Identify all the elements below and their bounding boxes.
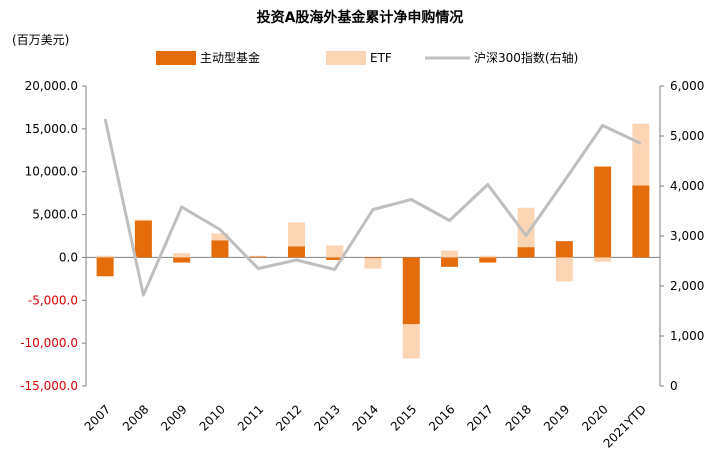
- bar-etf: [479, 255, 497, 258]
- x-tick-label: 2012: [273, 402, 304, 433]
- y2-tick-label: 6,000: [670, 79, 704, 93]
- bar-etf: [402, 324, 420, 359]
- y2-tick-label: 1,000: [670, 329, 704, 343]
- line-csi300: [103, 118, 642, 297]
- x-tick-label: 2011: [235, 402, 266, 433]
- y-tick-label: 20,000.0: [25, 79, 78, 93]
- bar-active-fund: [402, 257, 420, 325]
- legend: 主动型基金 ETF 沪深300指数(右轴): [156, 50, 578, 65]
- x-tick-label: 2010: [197, 402, 228, 433]
- bar-etf: [326, 245, 344, 258]
- y-tick-label: -15,000.0: [20, 379, 78, 393]
- legend-label-active-fund: 主动型基金: [200, 50, 260, 65]
- bar-active-fund: [134, 220, 152, 258]
- bar-active-fund: [632, 185, 650, 258]
- bar-etf: [96, 255, 114, 258]
- bar-etf: [517, 207, 535, 248]
- bar-active-fund: [555, 241, 573, 258]
- bar-active-fund: [173, 257, 191, 263]
- x-tick-label: 2015: [388, 402, 419, 433]
- bar-etf: [632, 123, 650, 186]
- bar-active-fund: [364, 257, 382, 259]
- y-tick-label: -10,000.0: [20, 336, 78, 350]
- bar-active-fund: [326, 257, 344, 260]
- x-tick-label: 2016: [426, 402, 457, 433]
- bar-etf: [441, 250, 459, 258]
- x-tick-label: 2017: [464, 402, 495, 433]
- line-series: [103, 118, 642, 297]
- y-tick-label: 0.0: [59, 250, 78, 264]
- y-tick-label: 10,000.0: [25, 165, 78, 179]
- legend-label-csi300: 沪深300指数(右轴): [474, 50, 578, 65]
- bar-active-fund: [441, 257, 459, 267]
- bar-active-fund: [211, 240, 229, 258]
- x-tick-label: 2007: [82, 402, 113, 433]
- bar-etf: [249, 255, 267, 257]
- bar-etf: [134, 219, 152, 221]
- x-tick-label: 2014: [350, 402, 381, 433]
- x-tick-label: 2009: [158, 402, 189, 433]
- y-tick-label: 15,000.0: [25, 122, 78, 136]
- y2-tick-label: 4,000: [670, 179, 704, 193]
- y2-tick-label: 5,000: [670, 129, 704, 143]
- bar-etf: [173, 253, 191, 258]
- bar-active-fund: [96, 257, 114, 277]
- legend-swatch-active-fund: [156, 51, 196, 65]
- tick-labels: 20,000.0 15,000.0 10,000.0 5,000.0 0.0 -5,000…: [20, 79, 704, 451]
- bar-etf: [211, 233, 229, 241]
- bar-etf: [555, 257, 573, 282]
- y2-tick-label: 0: [670, 379, 678, 393]
- bar-etf: [364, 258, 382, 269]
- bar-active-fund: [594, 166, 612, 258]
- x-tick-label: 2020: [579, 402, 610, 433]
- y-axis-unit: (百万美元): [12, 33, 69, 47]
- y-tick-label: -5,000.0: [28, 293, 78, 307]
- x-tick-label: 2019: [541, 402, 572, 433]
- legend-swatch-etf: [326, 51, 366, 65]
- chart-title: 投资A股海外基金累计净申购情况: [257, 9, 464, 26]
- bar-etf: [287, 222, 305, 247]
- bars: [96, 123, 650, 359]
- bar-active-fund: [287, 246, 305, 258]
- x-tick-label: 2008: [120, 402, 151, 433]
- x-tick-label: 2013: [311, 402, 342, 433]
- bar-active-fund: [249, 256, 267, 258]
- y2-tick-label: 2,000: [670, 279, 704, 293]
- bar-active-fund: [517, 247, 535, 258]
- y2-tick-label: 3,000: [670, 229, 704, 243]
- legend-label-etf: ETF: [370, 51, 392, 65]
- y-tick-label: 5,000.0: [32, 208, 78, 222]
- bar-active-fund: [479, 257, 497, 263]
- bar-etf: [594, 257, 612, 262]
- x-tick-label: 2018: [503, 402, 534, 433]
